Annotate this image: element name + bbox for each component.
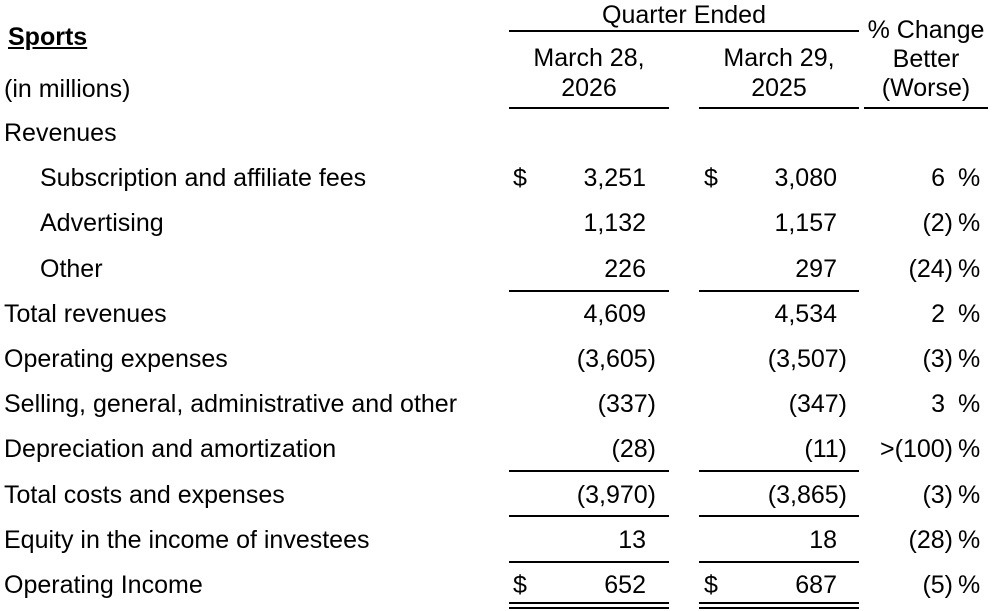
pct-symbol: %	[958, 209, 981, 237]
value-col1: (3,970)	[576, 481, 656, 509]
col2-header-line2: 2025	[751, 74, 807, 102]
pct-header-line2: Better	[892, 45, 960, 73]
value-col2: (347)	[788, 390, 847, 418]
currency-symbol-col2: $	[704, 164, 718, 192]
row-label: Selling, general, administrative and oth…	[4, 390, 458, 418]
pct-change-value: (3)	[922, 345, 953, 373]
quarter-ended-underline	[509, 30, 859, 32]
value-col2: 18	[809, 526, 837, 554]
value-col2: 4,534	[774, 300, 837, 328]
value-col2: (3,865)	[767, 481, 847, 509]
col1-rule-costs	[509, 470, 669, 472]
pct-change-value: (5)	[922, 571, 953, 599]
col2-header-underline	[699, 107, 859, 109]
pct-symbol: %	[958, 300, 981, 328]
pct-change-value: >(100)	[880, 435, 953, 463]
pct-change-value: 6	[931, 164, 945, 192]
value-col2: 297	[795, 255, 837, 283]
row-label: Total costs and expenses	[4, 481, 285, 509]
pct-change-value: 3	[931, 390, 945, 418]
col1-double-rule-bottom	[509, 607, 669, 609]
pct-symbol: %	[958, 526, 981, 554]
pct-symbol: %	[958, 255, 981, 283]
col1-double-rule-top	[509, 602, 669, 604]
currency-symbol-col1: $	[513, 164, 527, 192]
row-label: Depreciation and amortization	[4, 435, 337, 463]
value-col2: (11)	[804, 435, 847, 463]
row-label: Advertising	[40, 209, 164, 237]
value-col2: (3,507)	[767, 345, 847, 373]
value-col1: 3,251	[583, 164, 646, 192]
value-col2: 687	[795, 571, 837, 599]
currency-symbol-col1: $	[513, 571, 527, 599]
pct-symbol: %	[958, 345, 981, 373]
row-label: Revenues	[4, 119, 117, 147]
pct-symbol: %	[958, 390, 981, 418]
value-col1: 1,132	[583, 209, 646, 237]
col1-header-line1: March 28,	[533, 44, 645, 72]
row-label: Subscription and affiliate fees	[40, 164, 367, 192]
col2-double-rule-bottom	[699, 607, 859, 609]
pct-change-value: (3)	[922, 481, 953, 509]
value-col1: 226	[604, 255, 646, 283]
row-label: Equity in the income of investees	[4, 526, 370, 554]
col1-header-underline	[509, 107, 669, 109]
value-col2: 1,157	[774, 209, 837, 237]
pct-symbol: %	[958, 164, 981, 192]
quarter-ended-header: Quarter Ended	[602, 1, 766, 29]
pct-symbol: %	[958, 571, 981, 599]
col1-rule-totalcosts	[509, 515, 669, 517]
row-label: Total revenues	[4, 300, 167, 328]
units-label: (in millions)	[4, 75, 131, 103]
pct-symbol: %	[958, 435, 981, 463]
currency-symbol-col2: $	[704, 571, 718, 599]
col1-rule-equity	[509, 561, 669, 563]
col2-rule-equity	[699, 561, 859, 563]
row-label: Operating expenses	[4, 345, 228, 373]
row-label: Other	[40, 255, 103, 283]
value-col1: (28)	[611, 435, 656, 463]
table-title: Sports	[8, 23, 88, 51]
pct-header-line1: % Change	[867, 16, 985, 44]
pct-change-value: (28)	[908, 526, 953, 554]
value-col1: 4,609	[583, 300, 646, 328]
col2-rule-revenues	[699, 290, 859, 292]
col2-rule-totalcosts	[699, 515, 859, 517]
col2-double-rule-top	[699, 602, 859, 604]
pct-change-value: 2	[931, 300, 945, 328]
col1-rule-revenues	[509, 290, 669, 292]
pct-change-value: (2)	[922, 209, 953, 237]
value-col1: (337)	[597, 390, 656, 418]
value-col2: 3,080	[774, 164, 837, 192]
value-col1: (3,605)	[576, 345, 656, 373]
pct-change-value: (24)	[908, 255, 953, 283]
row-label: Operating Income	[4, 571, 203, 599]
col1-header-line2: 2026	[561, 74, 617, 102]
pct-symbol: %	[958, 481, 981, 509]
col2-rule-costs	[699, 470, 859, 472]
pct-header-underline	[864, 107, 988, 109]
pct-header-line3: (Worse)	[881, 74, 971, 102]
col2-header-line1: March 29,	[723, 44, 835, 72]
value-col1: 13	[618, 526, 646, 554]
value-col1: 652	[604, 571, 646, 599]
